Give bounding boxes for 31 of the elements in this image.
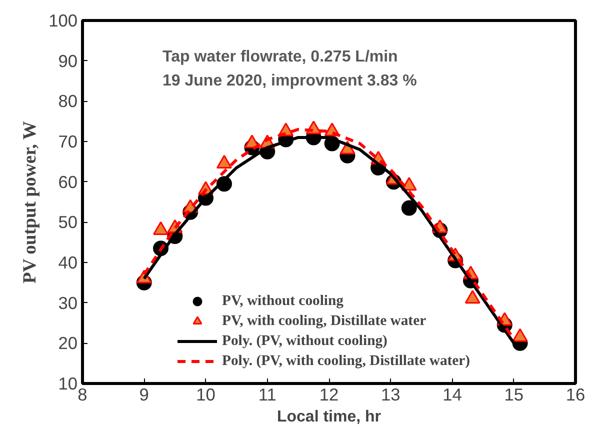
y-tick-label: 80 (58, 91, 78, 112)
point (216, 154, 232, 168)
y-tick-label: 100 (48, 10, 78, 30)
y-tick-label: 70 (58, 132, 78, 152)
x-tick-label: 9 (139, 384, 149, 404)
legend-label: Poly. (PV, with cooling, Distillate water) (222, 352, 470, 370)
y-tick-label: 90 (58, 50, 78, 71)
y-tick-label: 20 (58, 333, 78, 354)
point (153, 221, 169, 236)
x-tick-label: 14 (442, 384, 462, 404)
y-tick-label: 60 (58, 172, 78, 192)
legend-label: PV, without cooling (222, 292, 344, 310)
x-tick-label: 12 (319, 384, 339, 404)
x-tick-label: 10 (196, 384, 216, 404)
y-axis-title: PV output power, W (20, 120, 41, 284)
x-tick-label: 11 (258, 384, 276, 404)
x-tick-label: 16 (566, 384, 586, 404)
point (464, 290, 480, 304)
point (512, 328, 528, 342)
y-tick-label: 30 (58, 292, 78, 313)
y-tick-label: 50 (58, 212, 78, 232)
point (401, 200, 417, 216)
annotation: Tap water flowrate, 0.275 L/min (162, 48, 398, 66)
x-tick-label: 13 (380, 384, 400, 404)
x-axis-title: Local time, hr (276, 408, 382, 426)
annotation: 19 June 2020, improvment 3.83 % (162, 72, 417, 90)
y-tick-label: 40 (58, 252, 78, 272)
x-tick-label: 15 (504, 384, 524, 404)
x-tick-label: 8 (78, 384, 88, 404)
legend-label: Poly. (PV, without cooling) (222, 332, 388, 350)
legend-label: PV, with cooling, Distillate water (222, 312, 426, 330)
